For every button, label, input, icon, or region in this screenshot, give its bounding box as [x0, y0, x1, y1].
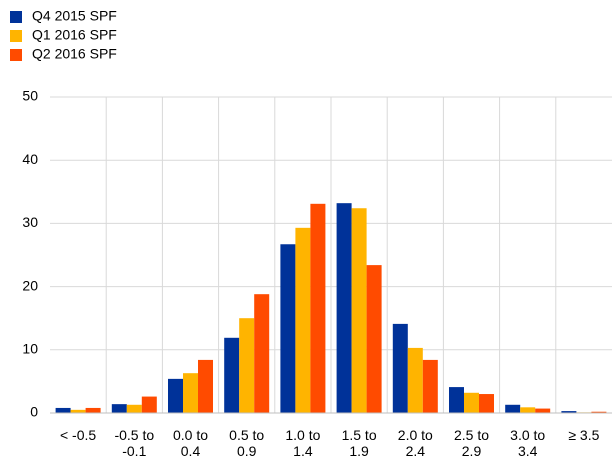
bar: [239, 318, 255, 413]
y-tick-label: 40: [22, 151, 38, 167]
bar: [505, 404, 521, 413]
bar: [254, 294, 270, 413]
bar: [310, 203, 326, 413]
bar: [85, 407, 101, 413]
y-tick-label: 30: [22, 214, 38, 230]
x-tick-label: 2.5 to 2.9: [453, 427, 490, 459]
bar: [535, 408, 551, 413]
x-tick-label: 2.0 to 2.4: [397, 427, 433, 459]
bar: [366, 265, 382, 413]
x-tick-label: 3.0 to 3.4: [510, 427, 546, 459]
x-tick-label: < -0.5: [59, 427, 97, 443]
bar: [520, 407, 536, 413]
x-tick-label: -0.5 to -0.1: [114, 427, 155, 459]
legend-label: Q1 2016 SPF: [32, 27, 117, 43]
bar: [351, 208, 367, 413]
x-tick-label: 1.5 to 1.9: [341, 427, 377, 459]
bar: [111, 404, 127, 413]
bar: [280, 244, 296, 413]
bar: [126, 404, 142, 413]
bar: [295, 227, 311, 413]
legend-label: Q4 2015 SPF: [32, 8, 117, 24]
bar: [183, 373, 198, 413]
bar: [336, 203, 352, 413]
x-tick-label: ≥ 3.5: [568, 427, 600, 443]
legend-label: Q2 2016 SPF: [32, 46, 117, 62]
bar: [168, 378, 183, 413]
bar: [479, 394, 494, 413]
bar: [141, 396, 157, 413]
bar: [591, 411, 607, 413]
legend-swatch: [10, 30, 22, 42]
y-tick-label: 20: [22, 277, 38, 293]
bar: [561, 411, 577, 413]
bar: [198, 359, 213, 413]
bar: [422, 359, 438, 413]
bar: [392, 323, 408, 413]
bar: [464, 392, 479, 413]
bar: [407, 347, 423, 413]
bar: [55, 407, 71, 413]
x-tick-label: 1.0 to 1.4: [285, 427, 321, 459]
y-tick-label: 50: [22, 88, 38, 104]
bar: [224, 337, 240, 413]
bar: [70, 409, 86, 413]
bar: [449, 387, 464, 413]
y-tick-label: 10: [22, 341, 38, 357]
legend-swatch: [10, 49, 22, 61]
y-tick-label: 0: [30, 404, 38, 420]
x-tick-label: 0.0 to 0.4: [172, 427, 209, 459]
legend-swatch: [10, 11, 22, 23]
x-tick-label: 0.5 to 0.9: [229, 427, 265, 459]
